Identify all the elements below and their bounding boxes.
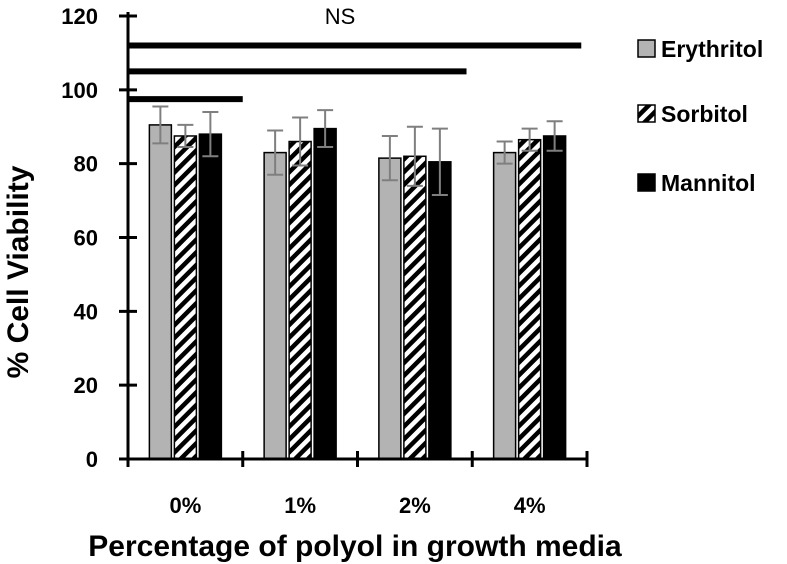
bar-mannitol-0: [198, 133, 223, 460]
error-bar-sorbitol-3: [521, 127, 538, 152]
bar-erythritol-0: [148, 124, 173, 460]
legend-swatch: [637, 173, 656, 192]
y-axis-title: % Cell Viability: [2, 165, 35, 378]
bar-sorbitol-3: [517, 138, 542, 460]
y-tick-label: 120: [61, 4, 98, 29]
error-bar-sorbitol-1: [292, 116, 309, 167]
error-bar-erythritol-0: [152, 105, 169, 145]
plot-area: 0% 1% 2% 4% 0 20 40 60 80 100 120: [61, 4, 589, 518]
error-bar-erythritol-2: [381, 134, 398, 182]
y-tick-label: 20: [74, 373, 98, 398]
significance-label: NS: [325, 4, 356, 29]
error-bar-mannitol-0: [202, 110, 219, 158]
legend-label: Sorbitol: [661, 101, 748, 127]
bar-sorbitol-2: [403, 155, 427, 460]
error-bar-erythritol-3: [496, 140, 513, 165]
x-axis-title: Percentage of polyol in growth media: [88, 530, 622, 563]
legend-item-sorbitol: Sorbitol: [637, 101, 748, 127]
error-bar-mannitol-2: [431, 127, 448, 197]
bar-sorbitol-0: [173, 135, 198, 460]
y-tick-label: 60: [74, 226, 98, 251]
legend: Erythritol Sorbitol Mannitol: [637, 36, 763, 196]
y-tick-label: 100: [61, 78, 98, 103]
x-tick-label: 0%: [169, 493, 201, 518]
y-tick-label: 0: [86, 447, 98, 472]
bar-sorbitol-1: [288, 140, 312, 460]
x-tick-label: 1%: [284, 493, 316, 518]
error-bar-erythritol-1: [267, 129, 284, 176]
error-bar-mannitol-1: [317, 109, 334, 149]
bar-erythritol-1: [263, 151, 287, 460]
legend-label: Mannitol: [661, 170, 756, 196]
legend-item-erythritol: Erythritol: [637, 36, 763, 62]
x-tick-label: 4%: [514, 493, 546, 518]
error-bar-mannitol-3: [546, 120, 563, 152]
bar-mannitol-1: [313, 127, 337, 460]
legend-item-mannitol: Mannitol: [637, 170, 756, 196]
y-tick-label: 80: [74, 152, 98, 177]
x-tick-label: 2%: [399, 493, 431, 518]
legend-swatch: [637, 39, 656, 58]
y-tick-label: 40: [74, 299, 98, 324]
bar-mannitol-3: [542, 135, 567, 460]
bar-erythritol-2: [378, 157, 402, 460]
error-bar-sorbitol-2: [406, 125, 423, 187]
bar-mannitol-2: [428, 161, 452, 460]
bar-erythritol-3: [492, 151, 517, 460]
error-bar-sorbitol-0: [177, 123, 194, 149]
legend-swatch: [637, 104, 656, 123]
legend-label: Erythritol: [661, 36, 763, 62]
